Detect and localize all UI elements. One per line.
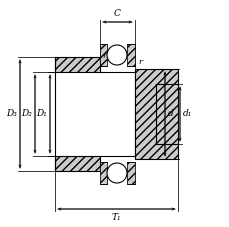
Text: D₂: D₂ bbox=[21, 109, 32, 118]
Text: C: C bbox=[114, 9, 120, 18]
Text: T₁: T₁ bbox=[111, 213, 121, 222]
Circle shape bbox=[106, 45, 126, 65]
Circle shape bbox=[106, 163, 126, 183]
Text: D₃: D₃ bbox=[6, 109, 17, 118]
Text: d₁: d₁ bbox=[182, 109, 191, 118]
Polygon shape bbox=[100, 162, 106, 184]
Polygon shape bbox=[126, 44, 134, 66]
Polygon shape bbox=[55, 57, 100, 72]
Text: d: d bbox=[167, 109, 173, 118]
Text: r: r bbox=[101, 52, 106, 60]
Polygon shape bbox=[126, 162, 134, 184]
Text: D₁: D₁ bbox=[36, 109, 47, 118]
Polygon shape bbox=[100, 44, 106, 66]
Polygon shape bbox=[134, 69, 177, 159]
Polygon shape bbox=[55, 156, 100, 171]
Text: r: r bbox=[137, 58, 141, 66]
